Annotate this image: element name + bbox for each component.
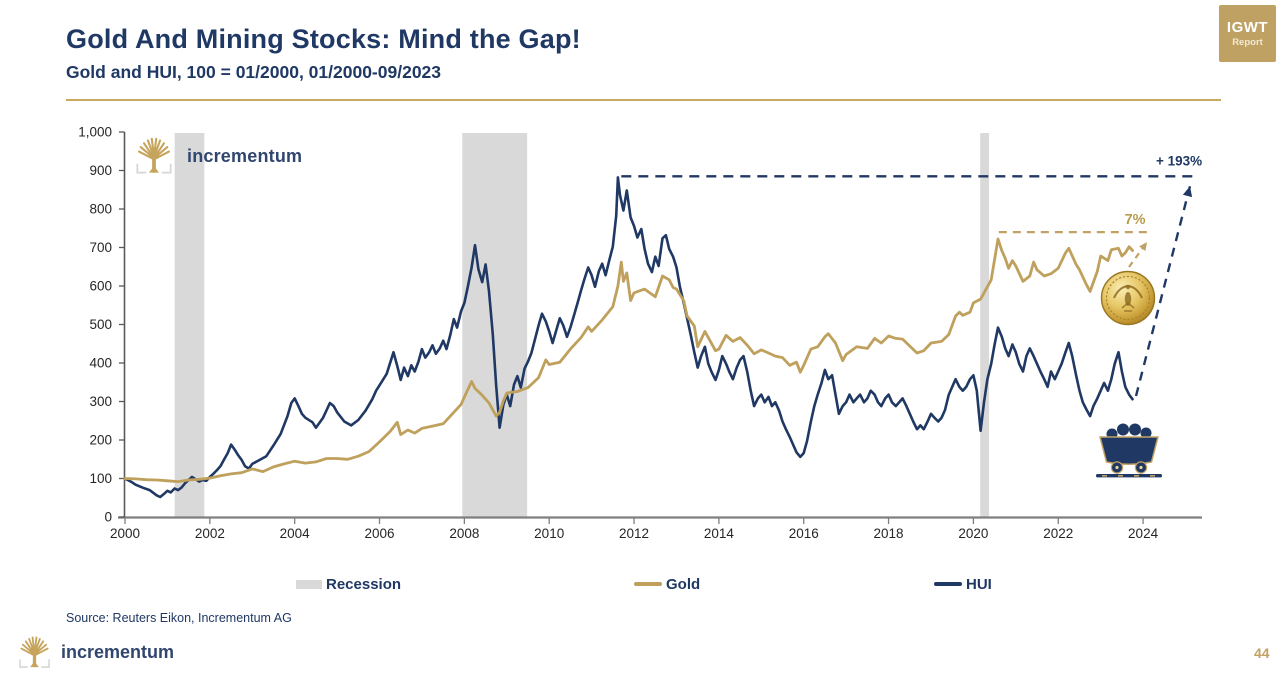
y-tick-label: 600 [89,279,112,294]
recession-swatch [296,579,322,589]
legend-label-hui: HUI [966,575,992,593]
watermark-label: incrementum [187,145,303,166]
y-tick-label: 1,000 [78,125,112,140]
legend-item-recession: Recession [296,574,401,594]
x-tick-label: 2002 [195,526,225,541]
x-tick-label: 2010 [534,526,564,541]
recession-band [174,133,205,517]
x-tick-label: 2000 [110,526,140,541]
y-tick-label: 500 [89,317,112,332]
gold-coin-icon [1100,270,1156,326]
legend-item-gold: Gold [634,574,700,594]
x-tick-label: 2008 [449,526,479,541]
hui-line [123,176,1134,499]
hui-gap-arrow [1134,185,1192,397]
x-tick-label: 2022 [1043,526,1073,541]
page-number: 44 [1254,645,1270,661]
y-tick-label: 800 [89,202,112,217]
y-tick-label: 400 [89,356,112,371]
gold-swatch [634,582,662,586]
page-title: Gold And Mining Stocks: Mind the Gap! [66,24,581,54]
igwt-badge-text: IGWT [1226,18,1269,36]
gold-line [123,237,1134,484]
hui-swatch [934,582,962,586]
y-tick-label: 300 [89,394,112,409]
legend-label-recession: Recession [326,575,402,593]
legend-item-hui: HUI [934,574,992,594]
x-tick-label: 2024 [1128,526,1159,541]
title-divider [66,99,1221,101]
x-tick-label: 2018 [874,526,904,541]
x-tick-label: 2006 [364,526,394,541]
y-tick-label: 100 [89,471,112,486]
mining-cart-icon [1096,423,1162,478]
y-tick-label: 200 [89,433,112,448]
igwt-report-badge: IGWT Report [1219,5,1276,62]
gold-gap-label: 7% [1125,212,1146,228]
x-tick-label: 2014 [704,526,735,541]
y-tick-label: 0 [104,510,112,525]
recession-band [462,133,528,517]
hui-gap-label: + 193% [1156,153,1202,168]
page-subtitle: Gold and HUI, 100 = 01/2000, 01/2000-09/… [66,62,442,82]
source-note: Source: Reuters Eikon, Incrementum AG [66,611,292,625]
y-tick-label: 900 [89,163,112,178]
recession-band [980,133,990,517]
y-tick-label: 700 [89,240,112,255]
hui-gap-arrow-head [1182,186,1193,198]
x-tick-label: 2004 [280,526,311,541]
gold-gap-arrow-head [1139,242,1147,251]
brand-label: incrementum [61,642,175,662]
incrementum-logo: incrementum [17,635,174,670]
x-tick-label: 2020 [958,526,988,541]
incrementum-tree-icon [19,636,50,668]
x-tick-label: 2016 [789,526,819,541]
igwt-badge-subtext: Report [1232,36,1263,48]
x-tick-label: 2012 [619,526,649,541]
incrementum-tree-icon [136,137,172,174]
legend-label-gold: Gold [666,575,701,593]
incrementum-watermark: incrementum [134,136,302,176]
